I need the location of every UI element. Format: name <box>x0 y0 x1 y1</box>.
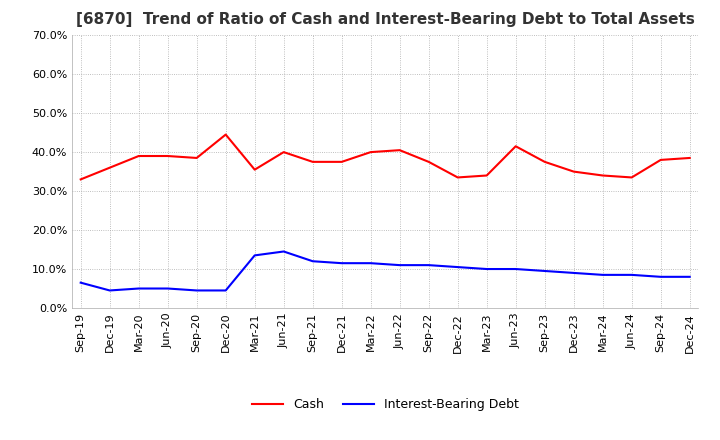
Cash <box>598 173 607 178</box>
Cash <box>105 165 114 170</box>
Cash <box>366 150 375 155</box>
Interest-Bearing Debt <box>598 272 607 278</box>
Interest-Bearing Debt <box>541 268 549 274</box>
Cash <box>482 173 491 178</box>
Cash <box>511 143 520 149</box>
Interest-Bearing Debt <box>627 272 636 278</box>
Cash <box>657 157 665 162</box>
Legend: Cash, Interest-Bearing Debt: Cash, Interest-Bearing Debt <box>247 393 523 416</box>
Cash <box>76 177 85 182</box>
Cash <box>338 159 346 165</box>
Cash <box>192 155 201 161</box>
Cash <box>395 147 404 153</box>
Interest-Bearing Debt <box>251 253 259 258</box>
Interest-Bearing Debt <box>308 259 317 264</box>
Cash <box>541 159 549 165</box>
Interest-Bearing Debt <box>192 288 201 293</box>
Cash <box>308 159 317 165</box>
Interest-Bearing Debt <box>105 288 114 293</box>
Interest-Bearing Debt <box>454 264 462 270</box>
Interest-Bearing Debt <box>657 274 665 279</box>
Cash <box>221 132 230 137</box>
Interest-Bearing Debt <box>163 286 172 291</box>
Interest-Bearing Debt <box>570 270 578 275</box>
Interest-Bearing Debt <box>135 286 143 291</box>
Interest-Bearing Debt <box>366 260 375 266</box>
Cash <box>251 167 259 172</box>
Interest-Bearing Debt <box>76 280 85 285</box>
Cash <box>570 169 578 174</box>
Interest-Bearing Debt <box>395 263 404 268</box>
Interest-Bearing Debt <box>338 260 346 266</box>
Interest-Bearing Debt <box>511 266 520 271</box>
Interest-Bearing Debt <box>482 266 491 271</box>
Title: [6870]  Trend of Ratio of Cash and Interest-Bearing Debt to Total Assets: [6870] Trend of Ratio of Cash and Intere… <box>76 12 695 27</box>
Cash <box>685 155 694 161</box>
Cash <box>424 159 433 165</box>
Cash <box>627 175 636 180</box>
Cash <box>454 175 462 180</box>
Interest-Bearing Debt <box>221 288 230 293</box>
Interest-Bearing Debt <box>279 249 288 254</box>
Cash <box>163 154 172 159</box>
Cash <box>135 154 143 159</box>
Line: Cash: Cash <box>81 135 690 180</box>
Cash <box>279 150 288 155</box>
Interest-Bearing Debt <box>685 274 694 279</box>
Line: Interest-Bearing Debt: Interest-Bearing Debt <box>81 252 690 290</box>
Interest-Bearing Debt <box>424 263 433 268</box>
